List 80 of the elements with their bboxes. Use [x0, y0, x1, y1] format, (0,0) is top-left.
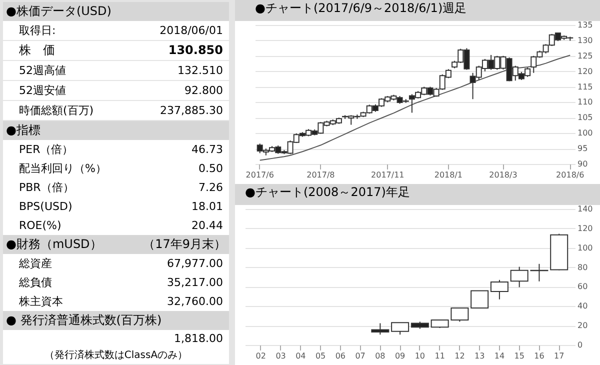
text: 株 価: [19, 43, 55, 58]
text: PER（倍）: [19, 142, 74, 157]
y-tick-label: 140: [578, 204, 593, 214]
text: 18.01: [192, 199, 223, 214]
text: 配当利回り（%）: [19, 161, 106, 176]
x-tick-label: 13: [474, 352, 485, 360]
text: 132.510: [178, 63, 223, 78]
y-tick-label: 90: [578, 160, 588, 168]
x-tick-label: 14: [494, 352, 505, 360]
x-tick-label: 16: [534, 352, 544, 360]
text: 1,818.00: [3, 330, 229, 347]
y-tick-label: 115: [578, 82, 593, 92]
text: ● 発行済普通株式数(百万株): [3, 311, 229, 330]
y-tick-label: 105: [578, 113, 593, 122]
x-tick-label: 08: [375, 352, 386, 360]
text: 67,977.00: [167, 256, 223, 271]
text: 取得日:: [19, 23, 56, 38]
x-tick-label: 04: [296, 352, 306, 360]
y-tick-label: 120: [578, 66, 593, 76]
x-tick-label: 07: [355, 352, 366, 360]
x-tick-label: 06: [335, 352, 346, 360]
text: （発行済株式数はClassAのみ）: [3, 347, 229, 364]
x-tick-label: 15: [514, 352, 524, 360]
text: （17年9月末）: [143, 237, 226, 252]
x-tick-label: 02: [256, 352, 266, 360]
candlestick: [470, 290, 489, 308]
text: 時価総額(百万): [19, 103, 94, 118]
x-tick-label: 05: [315, 352, 326, 360]
x-tick-label: 12: [454, 352, 465, 360]
x-tick-label: 2017/11: [371, 170, 404, 180]
y-tick-label: 125: [578, 51, 593, 60]
x-tick-label: 11: [434, 352, 445, 360]
text: 20.44: [192, 218, 223, 233]
text: ROE(%): [19, 218, 62, 233]
x-tick-label: 10: [414, 352, 426, 360]
y-tick-label: 40: [578, 302, 588, 311]
text: 7.26: [198, 180, 223, 195]
text: PBR（倍）: [19, 180, 74, 195]
text: 35,217.00: [167, 275, 223, 290]
x-tick-label: 2017/8: [306, 170, 335, 180]
text: 46.73: [192, 142, 223, 157]
text: BPS(USD): [19, 199, 72, 214]
candlestick: [490, 279, 508, 300]
x-tick-label: 03: [276, 352, 286, 360]
text: 237,885.30: [160, 103, 223, 118]
y-tick-label: 120: [578, 224, 593, 233]
y-tick-label: 95: [578, 144, 588, 154]
y-tick-label: 80: [578, 262, 588, 272]
text: 92.800: [184, 83, 223, 98]
y-tick-label: 110: [578, 98, 593, 107]
text: 0.50: [198, 161, 223, 176]
text: 2018/06/01: [160, 23, 223, 38]
x-tick-label: 17: [554, 352, 564, 360]
y-tick-label: 20: [578, 321, 588, 330]
text: ●財務（mUSD）: [6, 237, 102, 252]
text: 52週高値: [19, 63, 66, 78]
y-tick-label: 130: [578, 36, 593, 45]
x-tick-label: 2017/6: [246, 170, 274, 180]
text: ●株価データ(USD): [3, 2, 229, 21]
candlestick: [391, 322, 410, 336]
y-tick-label: 100: [578, 128, 593, 138]
text: 130.850: [168, 43, 223, 58]
y-tick-label: 0: [578, 340, 583, 350]
chart-title: ●チャート(2017/6/9～2018/6/1)週足: [255, 1, 467, 15]
x-tick-label: 2018/1: [434, 170, 463, 180]
y-tick-label: 100: [578, 243, 593, 252]
x-tick-label: 2018/6: [556, 170, 584, 180]
text: 32,760.00: [167, 294, 223, 309]
x-tick-label: 09: [394, 352, 406, 360]
text: 52週安値: [19, 83, 66, 98]
line-series: [259, 54, 571, 161]
x-tick-label: 2018/3: [489, 170, 518, 180]
text: ●指標: [3, 121, 229, 140]
text: 株主資本: [19, 294, 63, 309]
text: 総負債: [19, 275, 52, 290]
text: 総資産: [19, 256, 52, 271]
y-tick-label: 135: [578, 20, 593, 30]
y-tick-label: 60: [578, 282, 588, 292]
candlestick: [371, 322, 390, 336]
chart-title: ●チャート(2008～2017)年足: [245, 185, 410, 199]
